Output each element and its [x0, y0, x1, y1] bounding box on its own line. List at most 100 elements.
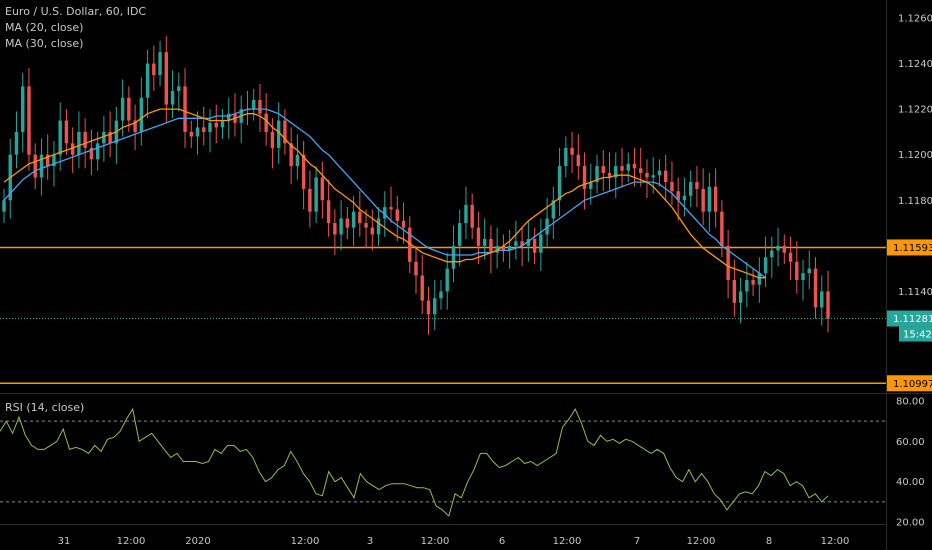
candle-body: [676, 191, 680, 201]
candle-body: [813, 268, 818, 308]
candle-body: [77, 131, 81, 155]
time-tick-label: 7: [634, 536, 640, 547]
candle-body: [795, 261, 799, 281]
chart-title: Euro / U.S. Dollar, 60, IDC: [5, 5, 147, 18]
candle-body: [770, 250, 774, 258]
candle-body: [745, 280, 749, 292]
rsi-tick-label: 80.00: [896, 397, 925, 408]
candle-body: [626, 163, 630, 171]
countdown-label: 15:42: [903, 330, 932, 341]
candle-body: [526, 239, 531, 246]
candle-body: [145, 63, 150, 98]
candle-body: [807, 268, 811, 274]
candle-body: [826, 291, 830, 319]
candle-body: [202, 127, 206, 132]
countdown-badge: [899, 326, 932, 342]
candle-body: [433, 298, 437, 315]
candle-body: [39, 154, 44, 178]
candle-body: [120, 97, 125, 121]
candle-body: [582, 166, 587, 189]
candle-body: [788, 252, 793, 262]
candle-body: [757, 273, 762, 285]
candle-body: [457, 223, 462, 246]
candle-body: [2, 200, 6, 212]
time-tick-label: 12:00: [687, 536, 716, 547]
time-tick-label: 2020: [185, 536, 210, 547]
candle-body: [663, 170, 668, 183]
candle-body: [89, 147, 94, 160]
candle-body: [495, 245, 499, 253]
candle-body: [501, 245, 506, 251]
candle-body: [464, 204, 468, 224]
candle-body: [782, 245, 787, 253]
candle-body: [707, 186, 712, 212]
time-tick-label: 3: [367, 536, 373, 547]
candle-body: [576, 154, 581, 167]
candle-body: [95, 143, 100, 160]
candle-body: [420, 275, 424, 301]
candle-body: [476, 227, 481, 246]
candle-body: [45, 154, 50, 167]
candle-body: [108, 131, 112, 144]
candle-body: [601, 166, 605, 173]
candle-body: [426, 300, 431, 315]
candle-body: [489, 239, 493, 253]
price-tick-label: 1.12600: [898, 14, 932, 25]
candle-body: [620, 166, 624, 171]
horizontal-line-label-0: 1.11593: [893, 243, 932, 254]
candles: [2, 36, 830, 335]
candle-body: [738, 291, 743, 303]
candle-body: [251, 100, 256, 110]
candle-body: [270, 131, 275, 148]
candle-body: [133, 120, 137, 132]
candle-body: [289, 143, 293, 167]
candle-body: [713, 186, 718, 212]
candle-body: [164, 52, 169, 105]
horizontal-line-label-1: 1.10997: [893, 379, 932, 390]
candle-body: [401, 220, 406, 228]
candle-body: [64, 120, 69, 144]
candle-body: [276, 120, 281, 148]
candle-body: [358, 211, 362, 224]
candle-body: [333, 223, 337, 235]
candle-body: [776, 245, 780, 251]
candle-body: [139, 97, 144, 132]
ma30-line: [3, 108, 766, 279]
ma20-line: [3, 108, 766, 279]
candle-body: [339, 218, 343, 235]
candle-body: [695, 182, 699, 189]
candle-body: [670, 182, 674, 192]
ma30-legend: MA (30, close): [5, 37, 84, 50]
candle-body: [470, 204, 474, 228]
candle-body: [514, 241, 518, 246]
time-tick-label: 8: [766, 536, 772, 547]
candle-body: [589, 182, 593, 189]
candle-body: [557, 166, 562, 201]
price-tick-label: 1.11800: [898, 196, 932, 207]
candle-body: [364, 223, 368, 228]
candle-body: [763, 257, 768, 274]
candle-body: [158, 52, 162, 75]
candle-body: [208, 122, 212, 132]
candle-body: [301, 154, 306, 189]
candle-body: [170, 90, 175, 105]
candle-body: [295, 154, 300, 167]
candle-body: [551, 200, 556, 219]
candle-body: [183, 86, 187, 132]
candle-body: [351, 211, 356, 228]
candle-body: [152, 63, 156, 75]
candle-body: [345, 218, 350, 228]
candle-body: [258, 100, 262, 114]
candle-body: [564, 147, 568, 167]
candle-body: [21, 86, 25, 132]
candle-body: [177, 86, 181, 91]
price-tick-label: 1.11400: [898, 287, 932, 298]
time-tick-label: 6: [499, 536, 505, 547]
candle-body: [688, 182, 693, 196]
candle-body: [682, 195, 687, 201]
candle-body: [482, 239, 487, 246]
price-tick-label: 1.12200: [898, 105, 932, 116]
candle-body: [607, 172, 612, 178]
horizontal-line-badge-0: [887, 239, 932, 256]
